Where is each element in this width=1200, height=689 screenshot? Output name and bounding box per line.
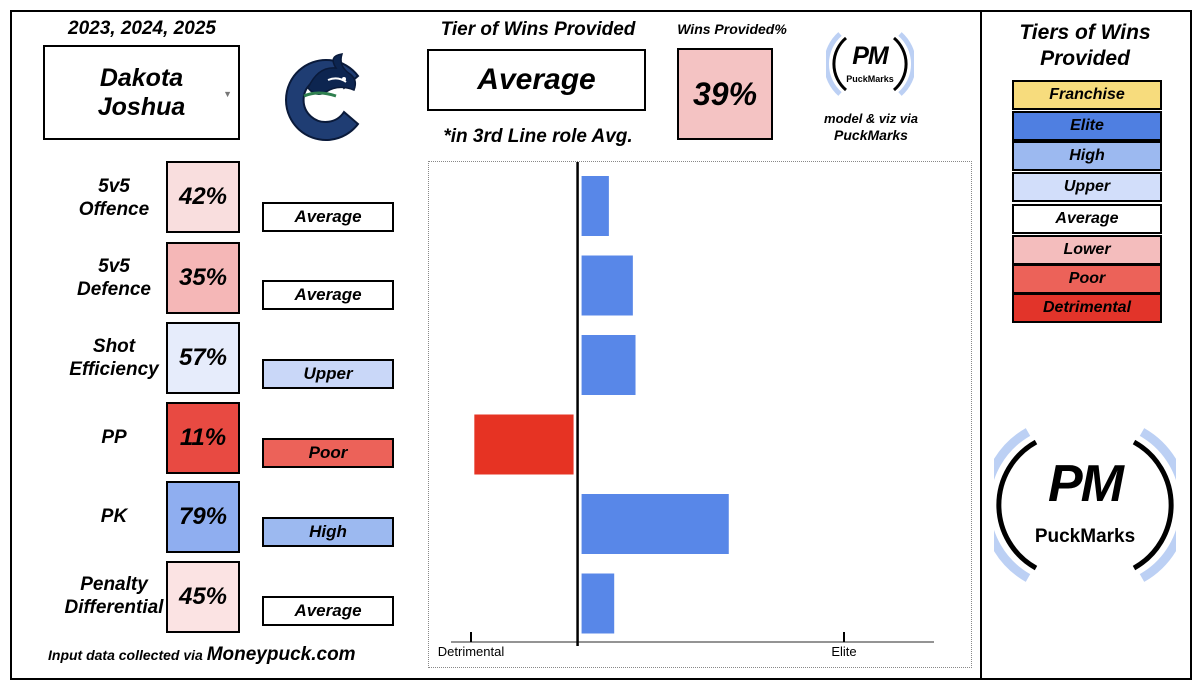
bar-chart-area: Detrimental Elite (428, 161, 972, 668)
legend-panel (980, 10, 1192, 680)
metric-label-line-2: Offence (78, 199, 150, 220)
bar-pp (474, 414, 574, 475)
logo-mark-small: PM (852, 42, 889, 70)
legend-title-line-1: Tiers of Wins (1019, 21, 1151, 44)
bar-5v5-offence (581, 176, 609, 236)
legend-title: Tiers of Wins Provided (990, 20, 1180, 72)
role-note: *in 3rd Line role Avg. (443, 126, 633, 147)
metric-tier-badge: Average (262, 596, 394, 626)
metric-label-line-2: Defence (77, 279, 151, 300)
bar-5v5-defence (581, 255, 633, 316)
metric-label-line-1: 5v5 (98, 176, 130, 197)
logo-sub-large: PuckMarks (1034, 526, 1136, 547)
legend-title-line-2: Provided (1040, 47, 1130, 70)
metric-label-line-1: Penalty (80, 574, 148, 595)
metric-label: Penalty Differential (46, 573, 182, 619)
metric-percentile: 57% (166, 322, 240, 394)
chevron-down-icon[interactable]: ▼ (223, 89, 232, 99)
data-source-prefix: Input data collected via (48, 647, 207, 663)
player-selector[interactable]: Dakota Joshua ▼ (43, 45, 240, 140)
metric-label-line-2: Differential (64, 597, 164, 618)
metric-percentile: 79% (166, 481, 240, 553)
metric-percentile: 11% (166, 402, 240, 474)
metric-label: 5v5 Offence (46, 175, 182, 221)
logo-mark-large: PM (1048, 455, 1124, 513)
tier-title: Tier of Wins Provided (440, 19, 636, 40)
legend-item-detrimental: Detrimental (1012, 293, 1162, 323)
data-source-note: Input data collected via Moneypuck.com (48, 644, 398, 666)
metric-tier-badge: High (262, 517, 394, 547)
metric-tier-badge: Average (262, 202, 394, 232)
puckmarks-logo-small: PM PuckMarks (824, 20, 916, 108)
bar-chart: Detrimental Elite (438, 162, 934, 659)
metric-percentile: 35% (166, 242, 240, 314)
metric-label-line-1: PP (101, 427, 127, 448)
legend-item-franchise: Franchise (1012, 80, 1162, 110)
metric-tier-badge: Average (262, 280, 394, 310)
wins-provided-value: 39% (677, 48, 773, 140)
bar-shot-efficiency (581, 335, 636, 395)
metric-label: 5v5 Defence (46, 255, 182, 301)
legend-item-upper: Upper (1012, 172, 1162, 202)
metric-tier-badge: Upper (262, 359, 394, 389)
metric-label-line-2: Efficiency (69, 359, 159, 380)
seasons-label: 2023, 2024, 2025 (68, 18, 216, 39)
bar-penalty-differential (581, 573, 615, 634)
legend-item-high: High (1012, 141, 1162, 171)
data-source-link: Moneypuck.com (206, 644, 356, 665)
player-first-name: Dakota (99, 63, 184, 92)
metric-label: PK (46, 505, 182, 528)
metric-label-line-1: 5v5 (98, 256, 130, 277)
x-tick-label: Elite (831, 644, 856, 659)
puckmarks-logo-large: PM PuckMarks (981, 418, 1189, 592)
x-tick-label: Detrimental (438, 644, 505, 659)
metric-tier-badge: Poor (262, 438, 394, 468)
tier-value: Average (427, 49, 646, 111)
legend-item-average: Average (1012, 204, 1162, 234)
metric-label: Shot Efficiency (46, 335, 182, 381)
metric-label: PP (46, 426, 182, 449)
legend-item-poor: Poor (1012, 264, 1162, 294)
credit-line-2: PuckMarks (834, 127, 908, 143)
metric-label-line-1: PK (100, 506, 128, 527)
logo-sub-small: PuckMarks (846, 74, 894, 84)
metric-label-line-1: Shot (92, 336, 136, 357)
credit-line-1: model & viz via (824, 111, 918, 126)
legend-item-lower: Lower (1012, 235, 1162, 265)
wins-provided-title: Wins Provided% (677, 21, 787, 37)
bar-pk (581, 494, 729, 554)
metric-percentile: 45% (166, 561, 240, 633)
metric-percentile: 42% (166, 161, 240, 233)
player-last-name: Joshua (97, 92, 186, 121)
team-logo (278, 46, 378, 146)
legend-item-elite: Elite (1012, 111, 1162, 141)
